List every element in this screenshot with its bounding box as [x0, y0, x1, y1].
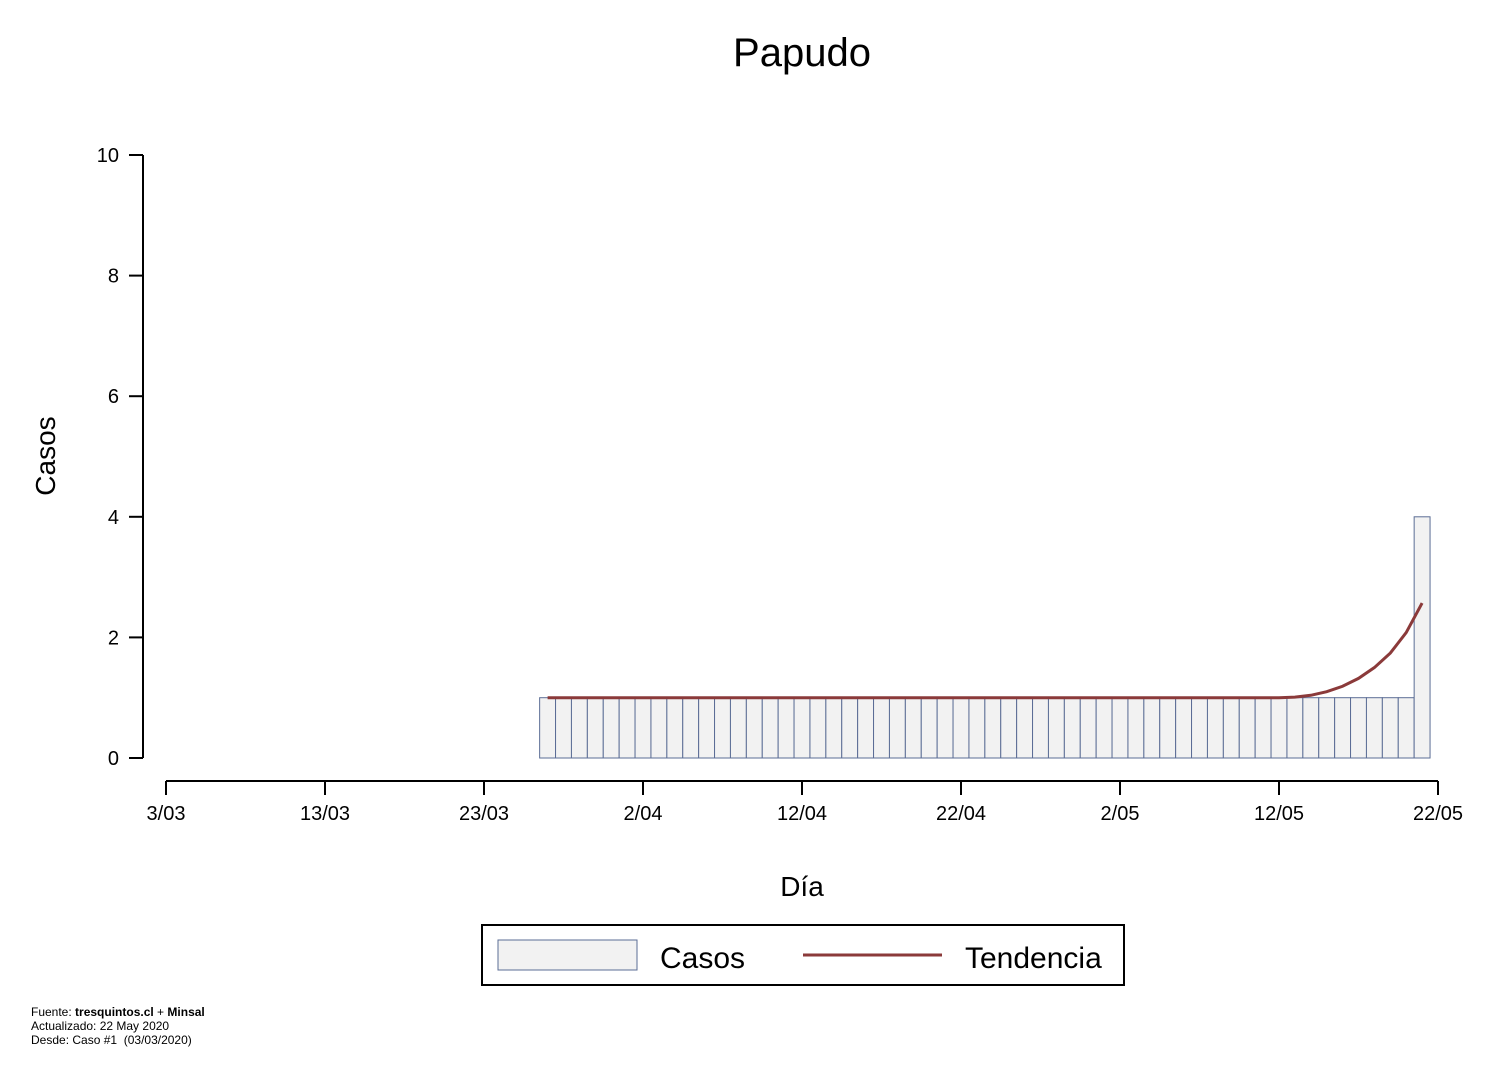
- bar: [1095, 697, 1113, 759]
- x-tick-label: 22/04: [936, 803, 986, 825]
- y-tick-label: 6: [108, 386, 119, 408]
- x-tick-label: 2/05: [1101, 803, 1140, 825]
- bar: [1270, 697, 1288, 759]
- y-tick-label: 4: [108, 507, 119, 529]
- bar: [650, 697, 668, 759]
- footer-source: Fuente: tresquintos.cl + Minsal: [31, 1006, 205, 1019]
- bar: [1254, 697, 1272, 759]
- bar: [809, 697, 827, 759]
- bar: [1222, 697, 1240, 759]
- bar: [555, 697, 572, 759]
- footer-updated: Actualizado: 22 May 2020: [31, 1019, 170, 1033]
- bar: [570, 697, 588, 759]
- bar: [1063, 697, 1081, 759]
- y-tick-label: 10: [97, 145, 119, 167]
- bar: [586, 697, 604, 759]
- bar: [618, 697, 636, 759]
- bar: [793, 697, 811, 759]
- legend-casos-swatch: [497, 939, 638, 971]
- bar: [1381, 697, 1399, 759]
- bars-group: [539, 516, 1431, 759]
- bar: [1079, 697, 1097, 759]
- x-axis-label: Día: [780, 871, 824, 902]
- bar: [1334, 697, 1352, 759]
- chart-title: Papudo: [733, 31, 871, 75]
- bar: [761, 697, 779, 759]
- bar: [1413, 516, 1431, 759]
- bar: [920, 697, 938, 759]
- bar: [602, 697, 620, 759]
- x-ticks: 3/03 13/03 23/03 2/04 12/04 22/04 2/05 12/05 22/…: [147, 781, 1463, 825]
- trend-line: [547, 602, 1424, 700]
- bar: [1191, 697, 1208, 759]
- bar: [936, 697, 954, 759]
- bar: [777, 697, 795, 759]
- footer-source-plus: +: [153, 1005, 168, 1019]
- x-tick-label: 22/05: [1413, 803, 1463, 825]
- bar: [1318, 697, 1336, 759]
- x-tick-label: 12/05: [1254, 803, 1304, 825]
- bar: [825, 697, 843, 759]
- x-tick-label: 12/04: [777, 803, 827, 825]
- bar: [984, 697, 1002, 759]
- bar: [1286, 697, 1304, 759]
- bar: [682, 697, 700, 759]
- bar: [714, 697, 731, 759]
- x-tick-label: 2/04: [624, 803, 663, 825]
- legend: Casos Tendencia: [481, 924, 1125, 986]
- bar: [1397, 697, 1415, 759]
- bar: [698, 697, 716, 759]
- bar: [952, 697, 970, 759]
- bar: [1159, 697, 1177, 759]
- bar: [1365, 697, 1383, 759]
- bar: [873, 697, 890, 759]
- x-tick-label: 23/03: [459, 803, 509, 825]
- bar: [539, 697, 557, 759]
- legend-casos-label: Casos: [660, 942, 745, 975]
- bar: [745, 697, 763, 759]
- bar: [904, 697, 922, 759]
- bar: [1206, 697, 1224, 759]
- bar: [1032, 697, 1049, 759]
- bar: [841, 697, 859, 759]
- y-tick-label: 2: [108, 627, 119, 649]
- bar: [729, 697, 747, 759]
- x-tick-label: 13/03: [300, 803, 350, 825]
- bar: [1016, 697, 1034, 759]
- footer-source-prefix: Fuente:: [31, 1005, 76, 1019]
- y-axis-label: Casos: [30, 416, 61, 495]
- x-tick-label: 3/03: [147, 803, 186, 825]
- legend-tendencia-label: Tendencia: [965, 942, 1102, 975]
- footer-since: Desde: Caso #1 (03/03/2020): [31, 1033, 192, 1047]
- bar: [1127, 697, 1145, 759]
- bar: [888, 697, 906, 759]
- footer-source-minsal: Minsal: [167, 1005, 205, 1019]
- bar: [857, 697, 875, 759]
- bar: [1302, 697, 1320, 759]
- bar: [1350, 697, 1367, 759]
- bar: [1143, 697, 1161, 759]
- bar: [1238, 697, 1256, 759]
- bar: [968, 697, 986, 759]
- footer-source-site: tresquintos.cl: [75, 1005, 154, 1019]
- bar: [634, 697, 652, 759]
- y-tick-label: 8: [108, 266, 119, 288]
- bar: [1047, 697, 1065, 759]
- bar: [1175, 697, 1193, 759]
- y-tick-label: 0: [108, 748, 119, 770]
- bar: [666, 697, 684, 759]
- bar: [1000, 697, 1018, 759]
- bar: [1111, 697, 1129, 759]
- y-ticks: 0 2 4 6 8 10: [97, 145, 143, 770]
